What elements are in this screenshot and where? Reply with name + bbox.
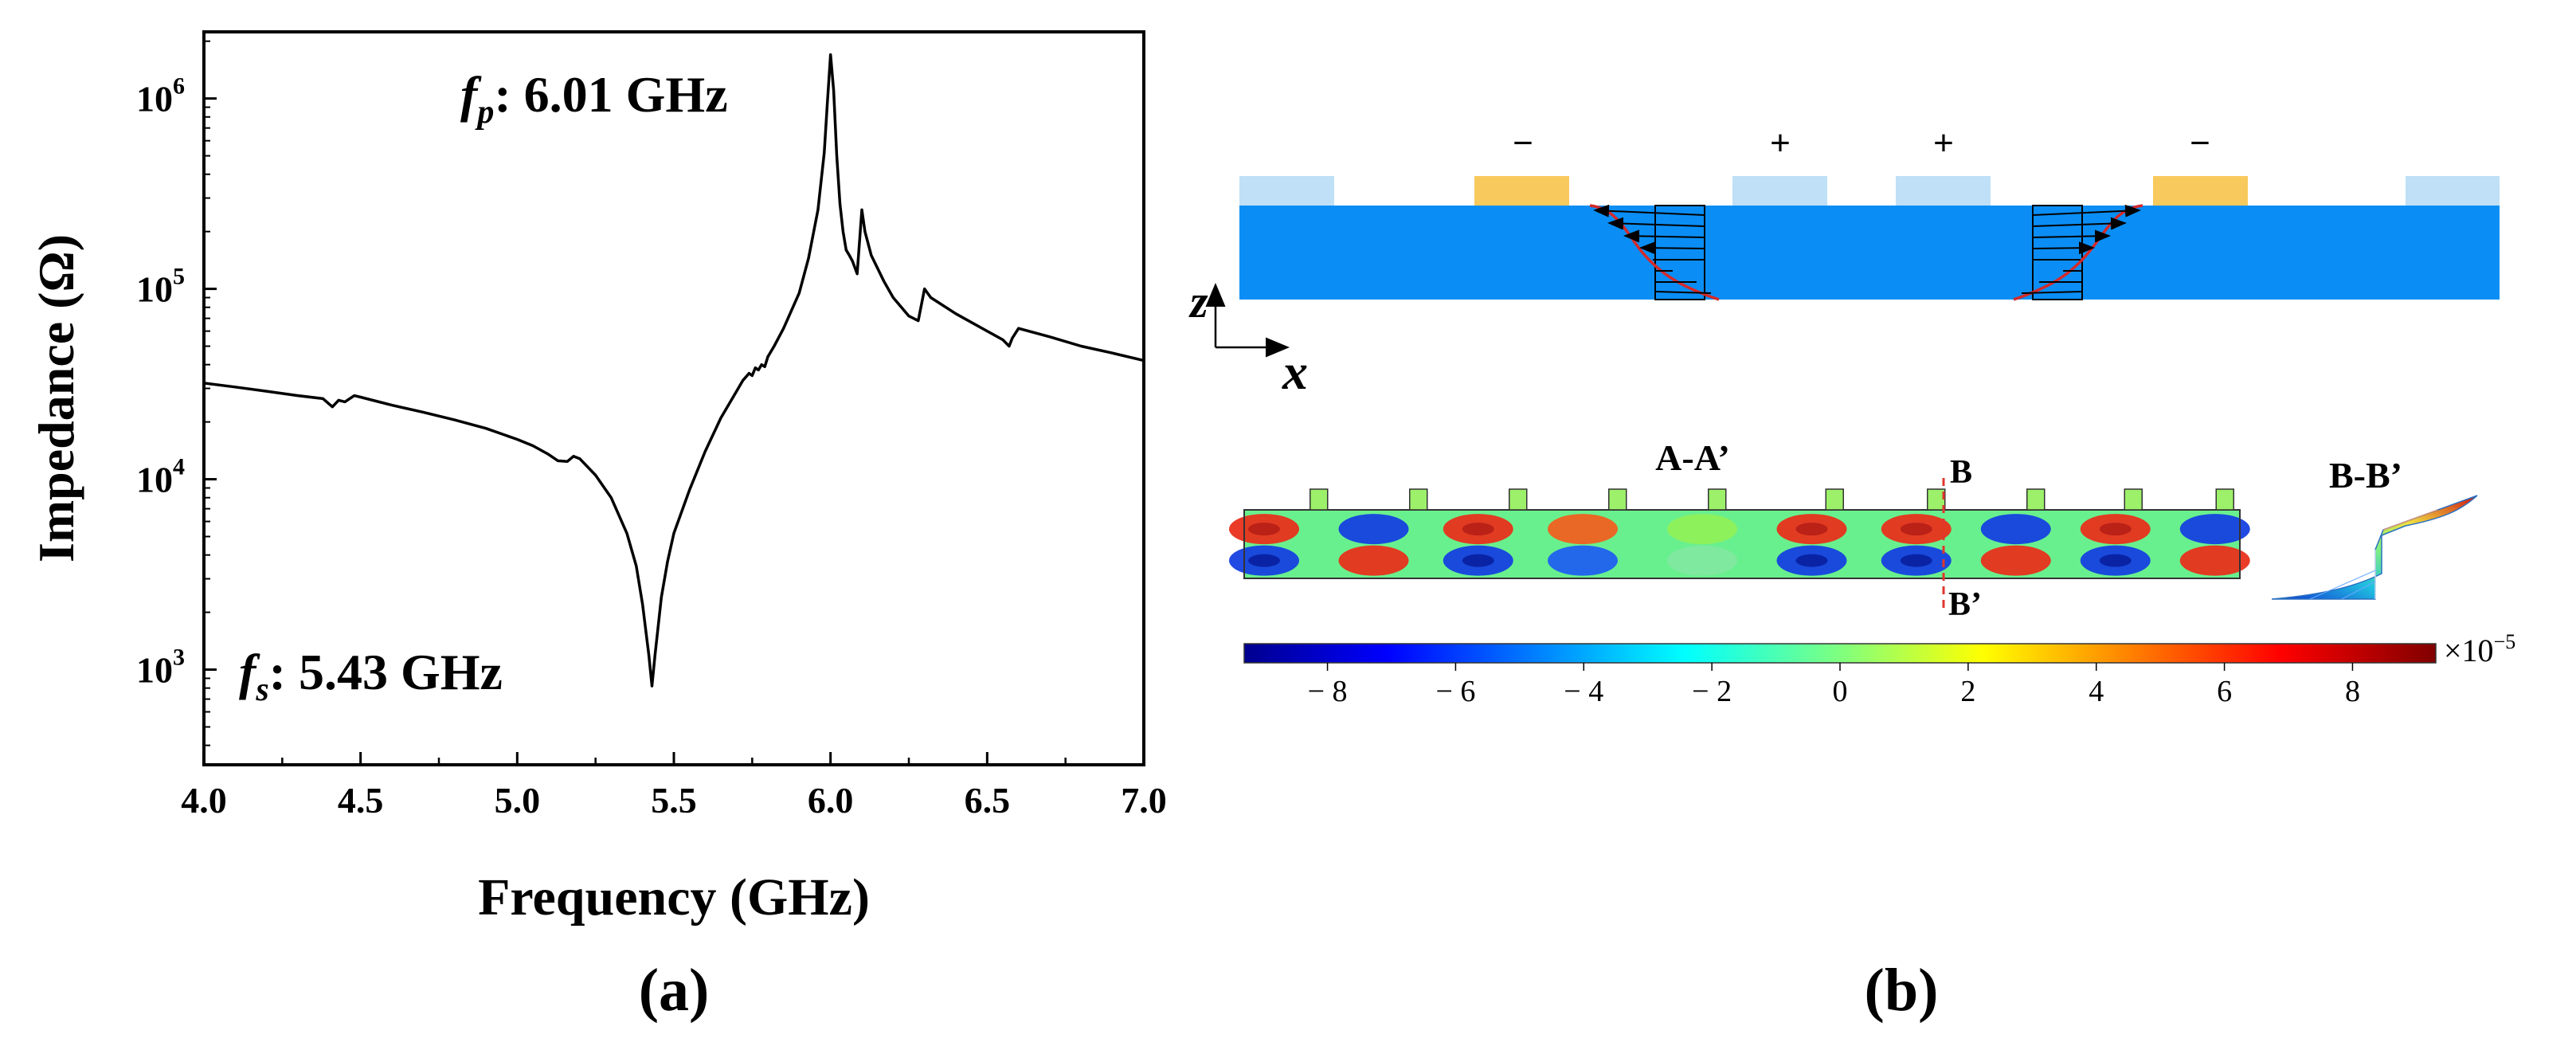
x-axis-label-schematic: x xyxy=(1282,343,1308,400)
y-tick-label: 103 xyxy=(136,644,185,691)
electrode-ground xyxy=(2406,176,2500,206)
impedance-chart: 4.0 4.5 5.0 5.5 6.0 6.5 7.0 103 104 105 106 Imped… xyxy=(28,30,1167,1024)
y-tick-label: 106 xyxy=(136,73,185,119)
fs-annotation: fs: 5.43 GHz xyxy=(239,644,503,708)
y-axis-ticks: 103 104 105 106 xyxy=(136,40,217,746)
field-lobe xyxy=(1980,514,2051,545)
electrode-ground xyxy=(1896,176,1991,206)
field-electrode xyxy=(2215,488,2234,511)
section-label-b-prime: B’ xyxy=(1948,586,1982,623)
field-lobe-core xyxy=(1462,554,1494,567)
field-lobe xyxy=(1338,514,1409,545)
y-tick-label: 104 xyxy=(136,454,185,500)
field-electrode xyxy=(1825,488,1844,511)
section-label-aa: A-A’ xyxy=(1655,437,1730,478)
section-label-bb: B-B’ xyxy=(2329,455,2402,496)
field-lobe-core xyxy=(1900,523,1932,536)
x-tick-label: 7.0 xyxy=(1121,780,1167,821)
colorbar-tick-label: 4 xyxy=(2089,675,2104,708)
field-electrodes xyxy=(1310,488,2234,511)
colorbar-tick-label: 6 xyxy=(2217,675,2232,708)
field-lobe-core xyxy=(2099,554,2132,567)
section-label-b: B xyxy=(1950,454,1972,491)
field-lobe-core xyxy=(1462,523,1494,536)
colorbar-tick-label: − 2 xyxy=(1692,675,1732,708)
field-lobe xyxy=(2179,514,2250,545)
field-lobe-core xyxy=(1795,523,1828,536)
field-electrode xyxy=(1310,488,1329,511)
field-lobe-core xyxy=(1248,523,1280,536)
electrode-ground xyxy=(1239,176,1334,206)
x-tick-label: 5.0 xyxy=(495,780,541,821)
shear-displacement-profile-left xyxy=(1589,204,1720,301)
polarity-label: − xyxy=(2190,123,2210,163)
z-axis-label: z xyxy=(1188,276,1208,327)
x-tick-label: 4.0 xyxy=(181,780,227,821)
colorbar-tick-label: − 4 xyxy=(1564,675,1603,708)
x-tick-label: 4.5 xyxy=(338,780,384,821)
colorbar-multiplier: ×10−5 xyxy=(2444,630,2515,668)
field-lobe-core xyxy=(2099,523,2132,536)
y-axis-label: Impedance (Ω) xyxy=(28,234,84,562)
x-tick-label: 6.0 xyxy=(808,780,854,821)
field-lobe xyxy=(2179,545,2250,576)
coordinate-axes: z x xyxy=(1188,276,1308,400)
field-lobe xyxy=(1338,545,1409,576)
field-lobe-core xyxy=(1900,554,1932,567)
field-electrode xyxy=(1927,488,1946,511)
polarity-label: + xyxy=(1933,123,1954,163)
field-electrode xyxy=(1409,488,1428,511)
colorbar-tick-label: 8 xyxy=(2345,675,2360,708)
device-cross-section: − + + − xyxy=(1188,123,2500,400)
polarity-label: − xyxy=(1513,123,1533,163)
electrode-ground xyxy=(1732,176,1827,206)
x-tick-label: 6.5 xyxy=(965,780,1011,821)
field-lobe xyxy=(1548,514,1618,545)
field-lobe xyxy=(1548,545,1618,576)
field-lobe-core xyxy=(1795,554,1828,567)
field-lobe xyxy=(1980,545,2051,576)
x-axis-label: Frequency (GHz) xyxy=(478,868,870,927)
field-lobe-core xyxy=(1248,554,1280,567)
shear-displacement-profile-right xyxy=(2013,204,2143,301)
colorbar-tick-label: − 6 xyxy=(1435,675,1475,708)
polarity-label: + xyxy=(1770,123,1791,163)
impedance-series-line xyxy=(204,53,1144,688)
x-axis-ticks: 4.0 4.5 5.0 5.5 6.0 6.5 7.0 xyxy=(181,752,1167,821)
colorbar: − 8 − 6 − 4 − 2 0 2 4 6 8 ×10−5 xyxy=(1243,630,2515,708)
field-electrode xyxy=(1509,488,1528,511)
colorbar-tick-label: − 8 xyxy=(1308,675,1348,708)
displacement-field-simulation: A-A’ B B’ B-B’ − 8 − 6 − 4 − 2 0 2 4 6 8 ×10−5 (… xyxy=(1229,437,2515,1024)
colorbar-gradient xyxy=(1243,643,2437,664)
field-profile-bb xyxy=(2271,495,2478,600)
field-electrode xyxy=(1608,488,1627,511)
field-electrode xyxy=(1708,488,1727,511)
field-electrode xyxy=(2124,488,2143,511)
panel-label-a: (a) xyxy=(639,957,710,1024)
y-tick-label: 105 xyxy=(136,264,185,310)
field-lobe xyxy=(1667,545,1737,576)
colorbar-tick-label: 0 xyxy=(1833,675,1848,708)
piezo-substrate xyxy=(1239,206,2500,300)
electrode-signal-negative xyxy=(1474,176,1569,206)
electrode-signal-negative xyxy=(2153,176,2248,206)
field-map-aa xyxy=(1229,509,2250,579)
panel-label-b: (b) xyxy=(1865,957,1939,1024)
fp-annotation: fp: 6.01 GHz xyxy=(460,66,728,131)
field-electrode xyxy=(2026,488,2046,511)
x-tick-label: 5.5 xyxy=(651,780,697,821)
colorbar-tick-label: 2 xyxy=(1960,675,1975,708)
field-lobe xyxy=(1667,514,1737,545)
